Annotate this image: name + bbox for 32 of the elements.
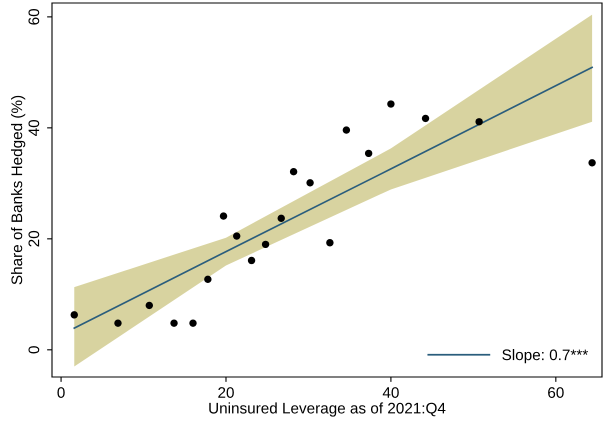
- point: [278, 214, 285, 222]
- point: [70, 311, 78, 319]
- x-tick-label: 0: [57, 387, 65, 398]
- point: [422, 114, 430, 122]
- y-tick-label: 0: [28, 346, 40, 354]
- point: [588, 159, 596, 166]
- point: [233, 232, 240, 240]
- point: [146, 302, 153, 310]
- y-tick-label: 40: [28, 120, 40, 136]
- x-tick-label: 20: [218, 387, 234, 398]
- y-axis-title: Share of Banks Hedged (%): [11, 96, 26, 284]
- x-axis-title: Uninsured Leverage as of 2021:Q4: [209, 402, 446, 417]
- point: [248, 256, 256, 264]
- point: [262, 240, 270, 248]
- x-tick-label: 40: [382, 387, 399, 398]
- line-series: [73, 66, 593, 330]
- point: [220, 212, 228, 220]
- point: [326, 239, 334, 246]
- point: [364, 150, 372, 158]
- legend-label: Slope: 0.7***: [502, 349, 588, 364]
- point: [475, 118, 483, 126]
- point: [114, 320, 122, 327]
- point: [387, 100, 395, 108]
- point: [189, 320, 197, 327]
- point: [342, 126, 350, 134]
- x-tick-label: 60: [548, 387, 564, 398]
- y-tick-label: 20: [28, 230, 40, 247]
- point: [204, 276, 212, 284]
- point: [306, 179, 314, 186]
- point: [290, 168, 298, 176]
- point: [170, 320, 178, 327]
- y-tick-label: 60: [28, 8, 40, 25]
